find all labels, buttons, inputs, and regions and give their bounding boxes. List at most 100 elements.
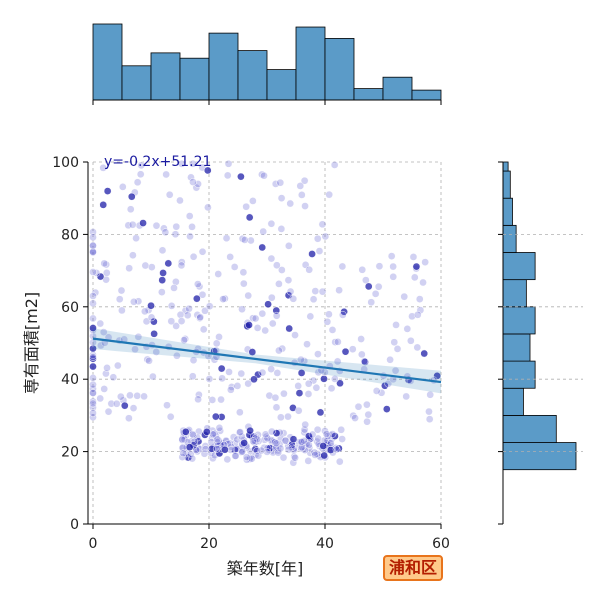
data-point — [181, 306, 190, 315]
data-point — [263, 434, 272, 443]
data-point — [318, 220, 327, 229]
top-histogram — [92, 23, 442, 105]
data-point — [190, 437, 199, 446]
data-point — [361, 358, 369, 366]
data-point — [274, 448, 283, 457]
data-point — [297, 355, 305, 364]
data-point — [321, 232, 330, 241]
data-point — [275, 280, 283, 288]
data-point — [196, 313, 205, 322]
data-point — [117, 286, 126, 295]
data-point — [286, 199, 295, 208]
data-point — [159, 269, 167, 277]
data-point — [235, 428, 244, 437]
y-tick-label: 0 — [70, 517, 79, 533]
data-point — [158, 246, 167, 255]
data-point — [393, 345, 402, 353]
data-point — [337, 425, 346, 434]
data-point — [112, 399, 121, 408]
data-point — [278, 266, 286, 274]
data-point — [205, 302, 214, 311]
data-point — [294, 406, 303, 415]
data-point — [194, 180, 202, 188]
data-point — [188, 454, 197, 463]
data-point — [326, 446, 335, 454]
data-point — [272, 403, 281, 412]
data-point — [272, 311, 281, 320]
data-point — [305, 443, 314, 452]
data-point — [192, 294, 201, 303]
data-point — [313, 425, 322, 434]
data-point — [147, 313, 156, 322]
ticks: 0 20 40 60 0 20 40 60 80 100 — [52, 155, 450, 552]
top-histogram-bar — [295, 26, 326, 101]
data-point — [273, 369, 282, 377]
data-point — [89, 314, 97, 323]
right-histogram-bar — [502, 279, 527, 308]
data-point — [301, 446, 309, 454]
data-point — [107, 399, 116, 408]
data-point — [194, 395, 202, 404]
data-point — [419, 278, 427, 287]
data-point — [322, 430, 331, 438]
data-point — [177, 317, 186, 325]
data-point — [99, 328, 108, 336]
data-point — [89, 384, 97, 393]
data-point — [222, 234, 231, 243]
data-point — [276, 178, 285, 187]
data-point — [408, 312, 416, 321]
data-point — [314, 350, 322, 358]
right-histogram-bar — [502, 252, 536, 281]
data-point — [389, 262, 397, 271]
data-point — [305, 265, 314, 274]
data-point — [187, 173, 195, 182]
data-point — [308, 250, 316, 258]
data-point — [193, 280, 202, 288]
data-point — [183, 311, 192, 320]
data-point — [89, 380, 97, 389]
data-point — [180, 336, 188, 345]
data-point — [242, 453, 251, 461]
data-point — [152, 221, 161, 230]
data-point — [186, 232, 194, 241]
data-point — [238, 234, 247, 243]
regression-equation: y=-0.2x+51.21 — [104, 154, 211, 170]
data-point — [297, 369, 306, 377]
data-point — [89, 403, 97, 412]
data-point — [271, 393, 280, 402]
data-point — [354, 402, 363, 411]
data-point — [400, 292, 409, 301]
data-point — [392, 321, 400, 329]
data-point — [129, 251, 137, 260]
data-point — [375, 262, 384, 271]
data-point — [114, 361, 122, 370]
data-point — [205, 375, 214, 383]
data-point — [274, 446, 283, 455]
y-axis-label: 専有面積[m2] — [22, 292, 41, 394]
data-point — [242, 455, 251, 464]
data-point — [357, 350, 366, 359]
data-point — [125, 264, 134, 273]
data-point — [291, 331, 299, 339]
top-histogram-bar — [382, 76, 413, 101]
top-histogram-bar — [411, 89, 442, 101]
data-point — [167, 302, 176, 310]
data-point — [267, 293, 276, 302]
right-histogram — [498, 161, 583, 525]
data-point — [99, 164, 108, 172]
data-point — [147, 301, 155, 310]
data-point — [312, 383, 321, 392]
data-point — [249, 314, 257, 323]
data-point — [336, 379, 344, 388]
top-histogram-bar — [208, 32, 239, 101]
data-point — [377, 388, 386, 397]
data-point — [323, 317, 332, 326]
data-point — [89, 362, 97, 371]
data-point — [331, 338, 340, 346]
data-point — [284, 412, 292, 421]
data-point — [308, 430, 317, 439]
data-point — [371, 289, 380, 298]
data-point — [115, 295, 124, 304]
data-point — [89, 409, 97, 417]
data-point — [290, 452, 299, 461]
